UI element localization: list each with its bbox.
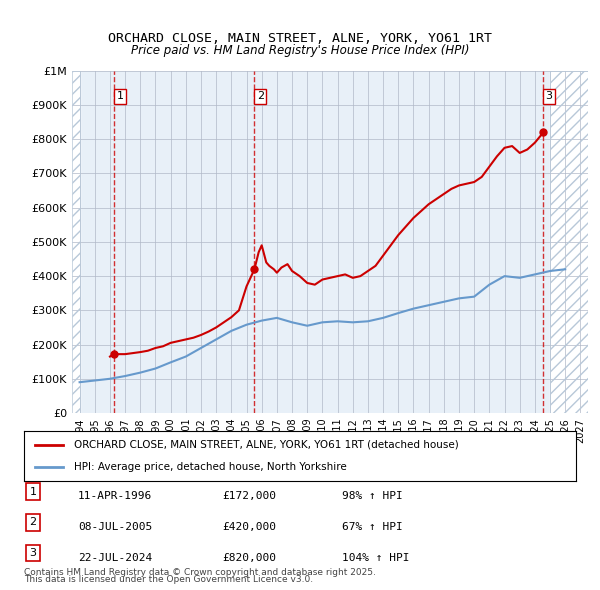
Text: 67% ↑ HPI: 67% ↑ HPI (342, 522, 403, 532)
Text: Price paid vs. HM Land Registry's House Price Index (HPI): Price paid vs. HM Land Registry's House … (131, 44, 469, 57)
Text: 11-APR-1996: 11-APR-1996 (78, 491, 152, 502)
Text: £420,000: £420,000 (222, 522, 276, 532)
Text: 22-JUL-2024: 22-JUL-2024 (78, 553, 152, 563)
Bar (72, 71, 80, 413)
Text: £172,000: £172,000 (222, 491, 276, 502)
Bar (72, 71, 80, 413)
Text: HPI: Average price, detached house, North Yorkshire: HPI: Average price, detached house, Nort… (74, 462, 346, 472)
Text: 08-JUL-2005: 08-JUL-2005 (78, 522, 152, 532)
Text: Contains HM Land Registry data © Crown copyright and database right 2025.: Contains HM Land Registry data © Crown c… (24, 568, 376, 577)
Text: 3: 3 (29, 548, 37, 558)
Bar (550, 71, 588, 413)
Text: 3: 3 (545, 91, 553, 101)
Text: 1: 1 (116, 91, 124, 101)
Text: 104% ↑ HPI: 104% ↑ HPI (342, 553, 409, 563)
Text: 2: 2 (29, 517, 37, 527)
Text: ORCHARD CLOSE, MAIN STREET, ALNE, YORK, YO61 1RT: ORCHARD CLOSE, MAIN STREET, ALNE, YORK, … (108, 32, 492, 45)
Text: 2: 2 (257, 91, 264, 101)
Bar (550, 71, 588, 413)
Text: This data is licensed under the Open Government Licence v3.0.: This data is licensed under the Open Gov… (24, 575, 313, 584)
Text: 98% ↑ HPI: 98% ↑ HPI (342, 491, 403, 502)
Text: ORCHARD CLOSE, MAIN STREET, ALNE, YORK, YO61 1RT (detached house): ORCHARD CLOSE, MAIN STREET, ALNE, YORK, … (74, 440, 458, 450)
Text: 1: 1 (29, 487, 37, 497)
Text: £820,000: £820,000 (222, 553, 276, 563)
